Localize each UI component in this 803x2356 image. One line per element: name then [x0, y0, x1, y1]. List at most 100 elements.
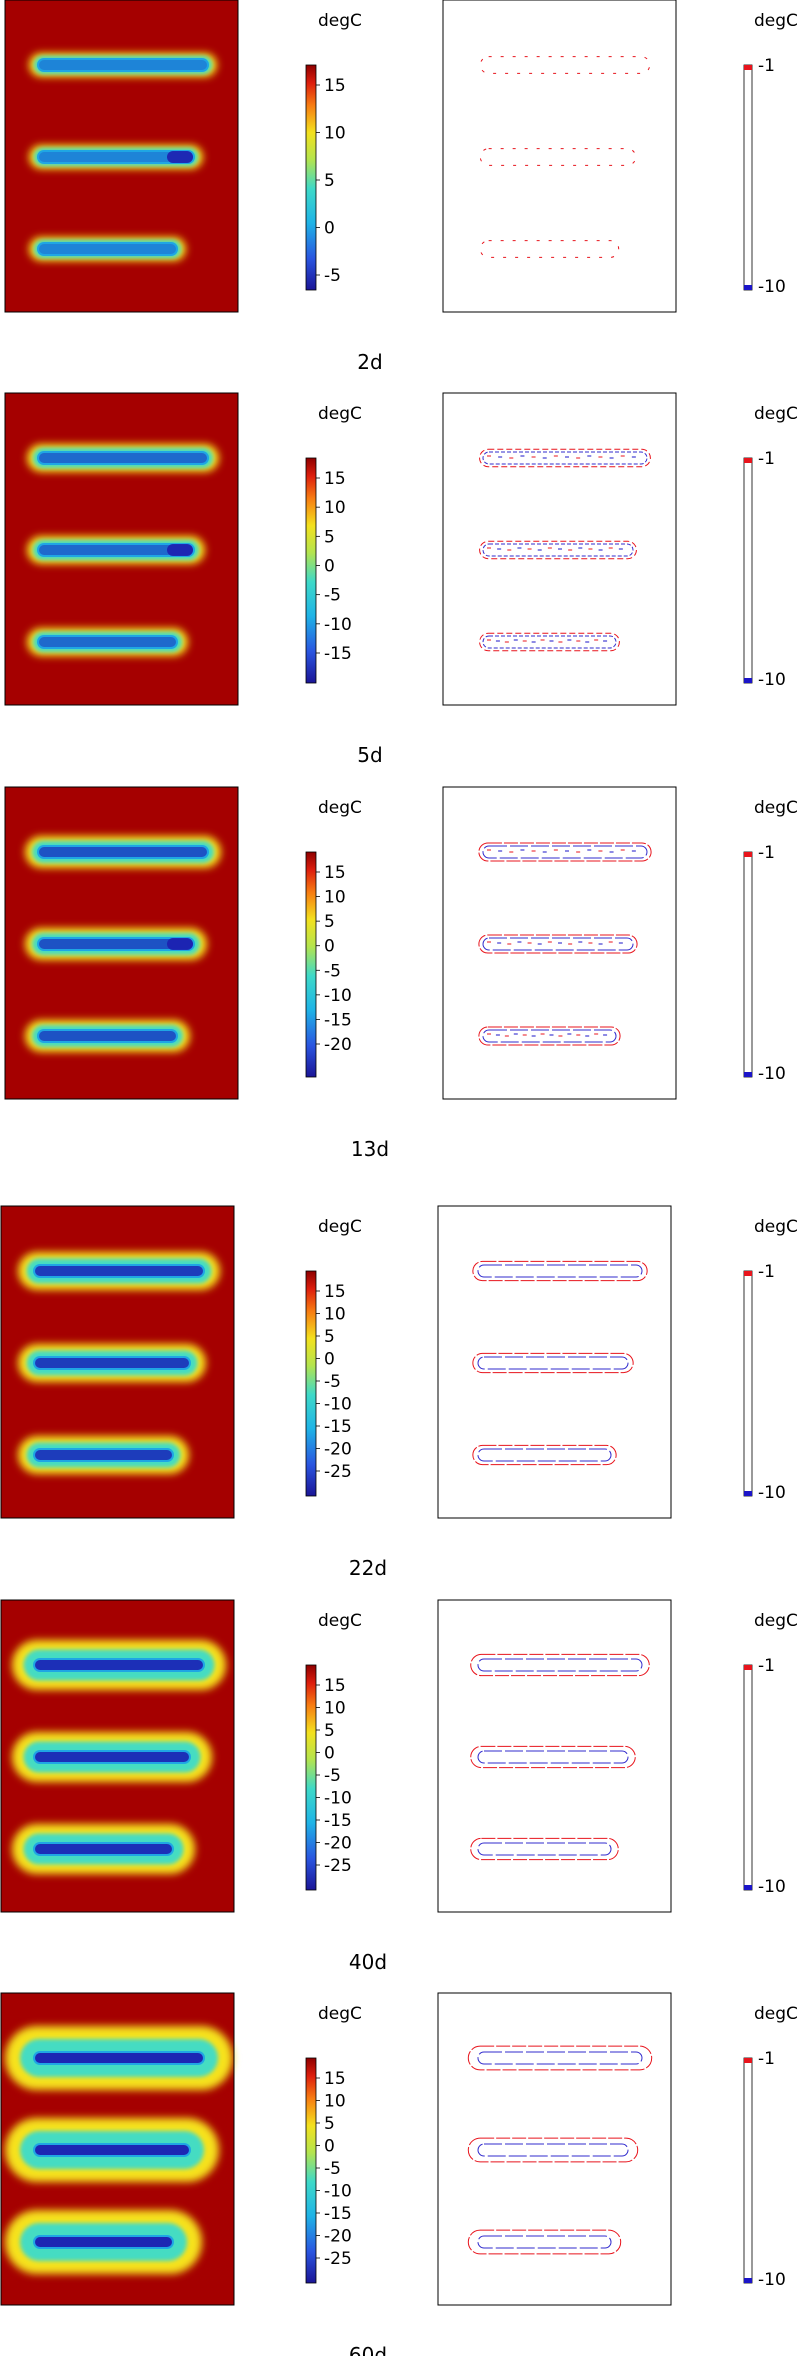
contour-plot	[437, 1205, 672, 1519]
colorbar-tick-label: -10	[324, 1789, 352, 1809]
time-panel: degC 15 10 5 0 -5 degC -1 -10 2d	[4, 0, 798, 374]
temperature-map	[0, 1599, 235, 1913]
cooling-zone	[12, 1732, 212, 1782]
colorbar-tick-label: 15	[324, 1676, 346, 1696]
contour-tick-label: -1	[758, 843, 775, 863]
contour-tick-label: -10	[758, 1483, 786, 1503]
cooling-zone	[5, 2210, 202, 2274]
freeze-contour	[472, 1352, 634, 1374]
time-panel: degC 15 10 5 0 -5 -10 -15 degC -1 -10 5d	[4, 392, 798, 767]
colorbar-tick-label: 5	[324, 1327, 335, 1347]
cooling-zone	[18, 1436, 189, 1474]
colorbar-tick-label: 5	[324, 1721, 335, 1741]
colorbar-tick-label: 0	[324, 1350, 335, 1370]
cooling-zone	[27, 628, 188, 656]
contour-tick-label: -10	[758, 2270, 786, 2290]
contour-tick-label: -1	[758, 1656, 775, 1676]
cooling-zone	[5, 2026, 233, 2090]
colorbar-unit-label: degC	[318, 2004, 362, 2024]
colorbar-tick-label: 15	[324, 1282, 346, 1302]
contour-tick-label: -10	[758, 277, 786, 297]
colorbar-tick-label: 15	[324, 469, 346, 489]
cooling-zone	[29, 145, 203, 169]
colorbar-tick-label: -5	[324, 266, 341, 286]
time-label: 5d	[357, 743, 382, 767]
contour-tick-label: -1	[758, 56, 775, 76]
colorbar-tick-label: -20	[324, 2227, 352, 2247]
contour-tick-label: -1	[758, 2049, 775, 2069]
contour-unit-label: degC	[754, 2004, 798, 2024]
freeze-contour	[470, 1653, 650, 1677]
colorbar-tick-label: -15	[324, 644, 352, 664]
colorbar-tick-label: 0	[324, 2137, 335, 2157]
freeze-contour	[479, 632, 620, 652]
colorbar-tick-label: -25	[324, 1856, 352, 1876]
contour-colorbar: degC -1 -10	[743, 11, 798, 297]
temperature-map	[4, 392, 239, 706]
contour-plot	[437, 1599, 672, 1913]
colorbar-tick-label: -20	[324, 1834, 352, 1854]
cooling-zone	[12, 1824, 195, 1874]
temperature-colorbar: degC 15 10 5 0 -5 -10 -15 -20	[305, 798, 362, 1078]
cooling-zone	[12, 1640, 226, 1690]
contour-unit-label: degC	[754, 798, 798, 818]
cooling-zone	[27, 536, 205, 564]
freeze-contour	[467, 2045, 653, 2071]
colorbar-tick-label: 0	[324, 219, 335, 239]
temperature-colorbar: degC 15 105 0-5 -10-15 -20-25	[305, 1611, 362, 1891]
colorbar-tick-label: -10	[324, 1395, 352, 1415]
colorbar-unit-label: degC	[318, 798, 362, 818]
cooling-zone	[25, 928, 207, 960]
contour-tick-label: -10	[758, 1064, 786, 1084]
contour-plot	[442, 786, 677, 1100]
colorbar-unit-label: degC	[318, 404, 362, 424]
colorbar-tick-label: 10	[324, 124, 346, 144]
contour-colorbar: degC -1 -10	[743, 798, 798, 1084]
temperature-map	[4, 0, 239, 313]
colorbar-tick-label: -5	[324, 1372, 341, 1392]
colorbar-tick-label: -10	[324, 986, 352, 1006]
temperature-map	[4, 786, 239, 1100]
colorbar-tick-label: 15	[324, 2069, 346, 2089]
freeze-contour	[478, 842, 652, 862]
contour-unit-label: degC	[754, 1611, 798, 1631]
colorbar-tick-label: -5	[324, 586, 341, 606]
temperature-colorbar: degC 15 10 5 0 -5	[305, 11, 362, 291]
freeze-contour	[479, 540, 637, 560]
cooling-zone	[25, 836, 221, 868]
colorbar-tick-label: 15	[324, 76, 346, 96]
time-panel: degC 15 10 5 0 -5 -10 -15 -20 degC -1 -10 13d	[4, 786, 798, 1161]
colorbar-tick-label: -5	[324, 2159, 341, 2179]
colorbar-tick-label: 5	[324, 171, 335, 191]
contour-colorbar: degC -1 -10	[743, 1217, 798, 1503]
colorbar-tick-label: -15	[324, 2204, 352, 2224]
contour-plot	[437, 1992, 672, 2306]
time-label: 60d	[349, 2343, 387, 2356]
freeze-contour	[467, 2229, 622, 2255]
contour-tick-label: -10	[758, 670, 786, 690]
colorbar-unit-label: degC	[318, 1611, 362, 1631]
freeze-contour	[478, 1026, 621, 1046]
colorbar-tick-label: 5	[324, 912, 335, 932]
colorbar-tick-label: 0	[324, 937, 335, 957]
contour-unit-label: degC	[754, 1217, 798, 1237]
freeze-contour	[472, 1444, 617, 1466]
colorbar-tick-label: 10	[324, 498, 346, 518]
contour-colorbar: degC -1 -10	[743, 404, 798, 690]
colorbar-tick-label: 0	[324, 557, 335, 577]
colorbar-tick-label: 10	[324, 2092, 346, 2112]
colorbar-tick-label: 10	[324, 1699, 346, 1719]
temperature-colorbar: degC 15 10 5 0 -5 -10 -15	[305, 404, 362, 684]
colorbar-tick-label: -10	[324, 2182, 352, 2202]
colorbar-tick-label: -25	[324, 1462, 352, 1482]
contour-unit-label: degC	[754, 11, 798, 31]
colorbar-tick-label: -15	[324, 1417, 352, 1437]
temperature-colorbar: degC 15 105 0-5 -10-15 -20-25	[305, 1217, 362, 1497]
contour-plot	[442, 392, 677, 706]
freeze-contour	[470, 1745, 636, 1769]
colorbar-tick-label: -15	[324, 1010, 352, 1030]
time-label: 40d	[349, 1950, 387, 1974]
